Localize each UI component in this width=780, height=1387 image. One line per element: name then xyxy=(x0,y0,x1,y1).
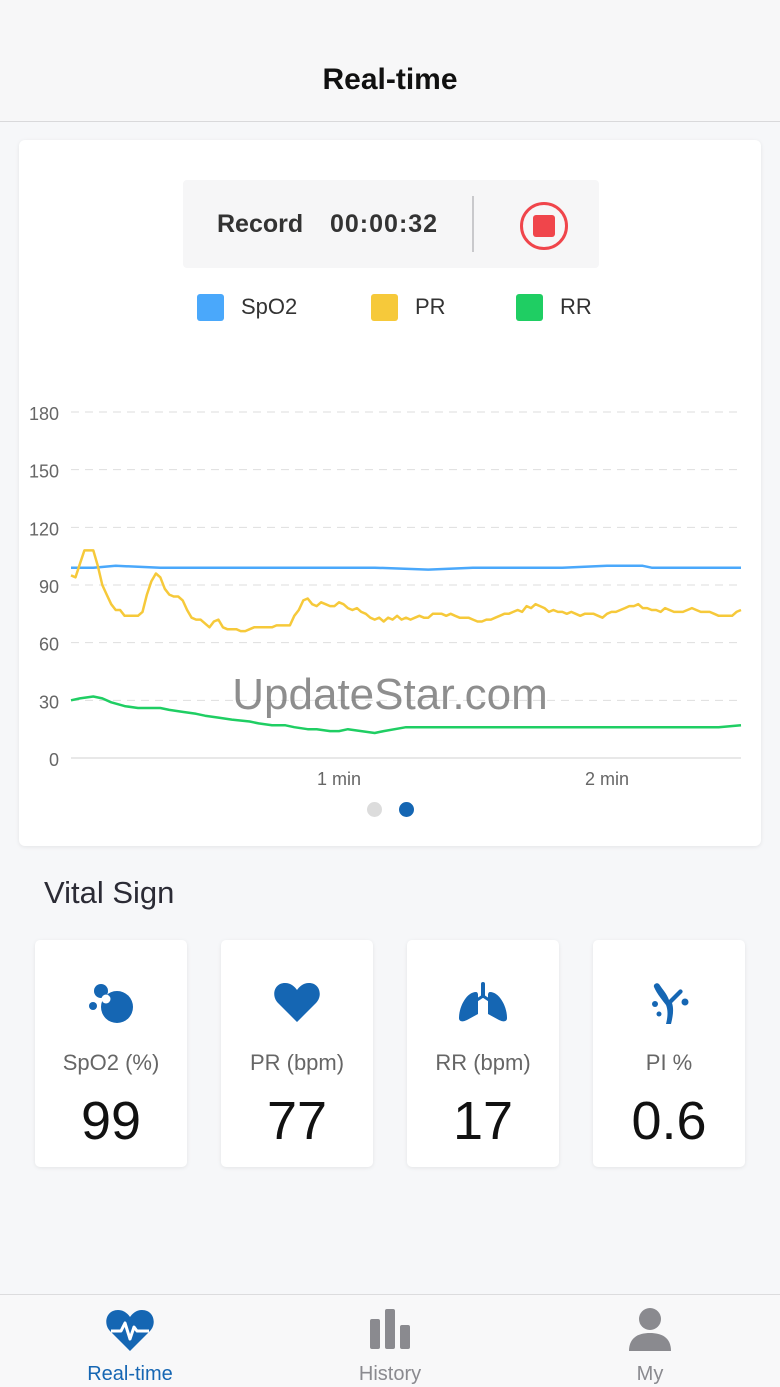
y-tick-label: 60 xyxy=(39,635,59,655)
legend-swatch-spo2 xyxy=(197,293,224,321)
navigation-header: Real-time xyxy=(0,0,780,122)
legend-item-spo2[interactable]: SpO2 xyxy=(197,292,297,322)
page-dot-1[interactable] xyxy=(367,802,382,817)
vital-label-spo2: SpO2 (%) xyxy=(62,1050,160,1075)
tab-label-my: My xyxy=(636,1363,664,1385)
page-dot-2-active[interactable] xyxy=(399,802,414,817)
vital-sign-title: Vital Sign xyxy=(44,875,175,910)
tab-my[interactable]: My xyxy=(520,1295,780,1387)
vital-label-pr: PR (bpm) xyxy=(249,1050,345,1075)
y-tick-label: 120 xyxy=(29,519,59,539)
chart-card: Record 00:00:32 SpO2 PR RR 0 30 60 90 120 150… xyxy=(19,140,761,846)
legend-item-rr[interactable]: RR xyxy=(516,292,592,322)
vital-value-pi: 0.6 xyxy=(631,1091,707,1151)
tab-label-real-time: Real-time xyxy=(87,1363,173,1385)
vital-card-pr[interactable]: PR (bpm) 77 xyxy=(221,940,373,1167)
chart-legend: SpO2 PR RR xyxy=(19,292,761,322)
heart-icon xyxy=(274,983,320,1022)
record-divider xyxy=(472,196,474,252)
vital-card-spo2[interactable]: SpO2 (%) 99 xyxy=(35,940,187,1167)
vital-card-rr[interactable]: RR (bpm) 17 xyxy=(407,940,559,1167)
series-line-spo2 xyxy=(71,564,741,571)
vital-value-pr: 77 xyxy=(266,1091,328,1151)
vital-value-spo2: 99 xyxy=(80,1091,142,1151)
tab-label-history: History xyxy=(358,1363,422,1385)
y-tick-label: 150 xyxy=(29,462,59,482)
series-line-rr xyxy=(70,695,742,735)
vital-label-pi: PI % xyxy=(645,1050,693,1075)
legend-swatch-pr xyxy=(371,293,398,321)
legend-label-pr: PR xyxy=(415,294,446,319)
record-timer: 00:00:32 xyxy=(330,209,439,238)
bottom-tab-bar: Real-time History My xyxy=(0,1294,780,1387)
tab-real-time[interactable]: Real-time xyxy=(0,1295,260,1387)
vital-value-rr: 17 xyxy=(452,1091,514,1151)
stop-icon xyxy=(533,215,555,237)
y-tick-label: 0 xyxy=(49,750,59,770)
trend-chart[interactable]: 0 30 60 90 120 150 180 1 min 2 min xyxy=(19,380,761,790)
stop-record-button[interactable] xyxy=(520,202,568,250)
record-label: Record xyxy=(217,209,304,238)
series-line-pr xyxy=(70,549,742,633)
x-tick-label: 1 min xyxy=(317,769,361,789)
page-title: Real-time xyxy=(322,63,458,96)
x-tick-label: 2 min xyxy=(585,769,629,789)
legend-item-pr[interactable]: PR xyxy=(371,292,446,322)
legend-label-spo2: SpO2 xyxy=(241,294,298,319)
oxygen-bubbles-icon xyxy=(89,984,133,1023)
person-icon xyxy=(629,1308,671,1351)
vital-label-rr: RR (bpm) xyxy=(435,1050,531,1075)
tab-history[interactable]: History xyxy=(260,1295,520,1387)
bar-chart-icon xyxy=(370,1309,410,1349)
y-tick-label: 30 xyxy=(39,692,59,712)
perfusion-icon xyxy=(652,983,689,1024)
legend-label-rr: RR xyxy=(560,294,592,319)
legend-swatch-rr xyxy=(516,293,543,321)
lungs-icon xyxy=(459,982,507,1022)
y-tick-label: 90 xyxy=(39,577,59,597)
y-tick-label: 180 xyxy=(29,404,59,424)
heart-pulse-icon xyxy=(106,1310,154,1351)
record-panel: Record 00:00:32 xyxy=(183,180,599,268)
vital-card-pi[interactable]: PI % 0.6 xyxy=(593,940,745,1167)
chart-page-indicator[interactable] xyxy=(367,802,431,817)
